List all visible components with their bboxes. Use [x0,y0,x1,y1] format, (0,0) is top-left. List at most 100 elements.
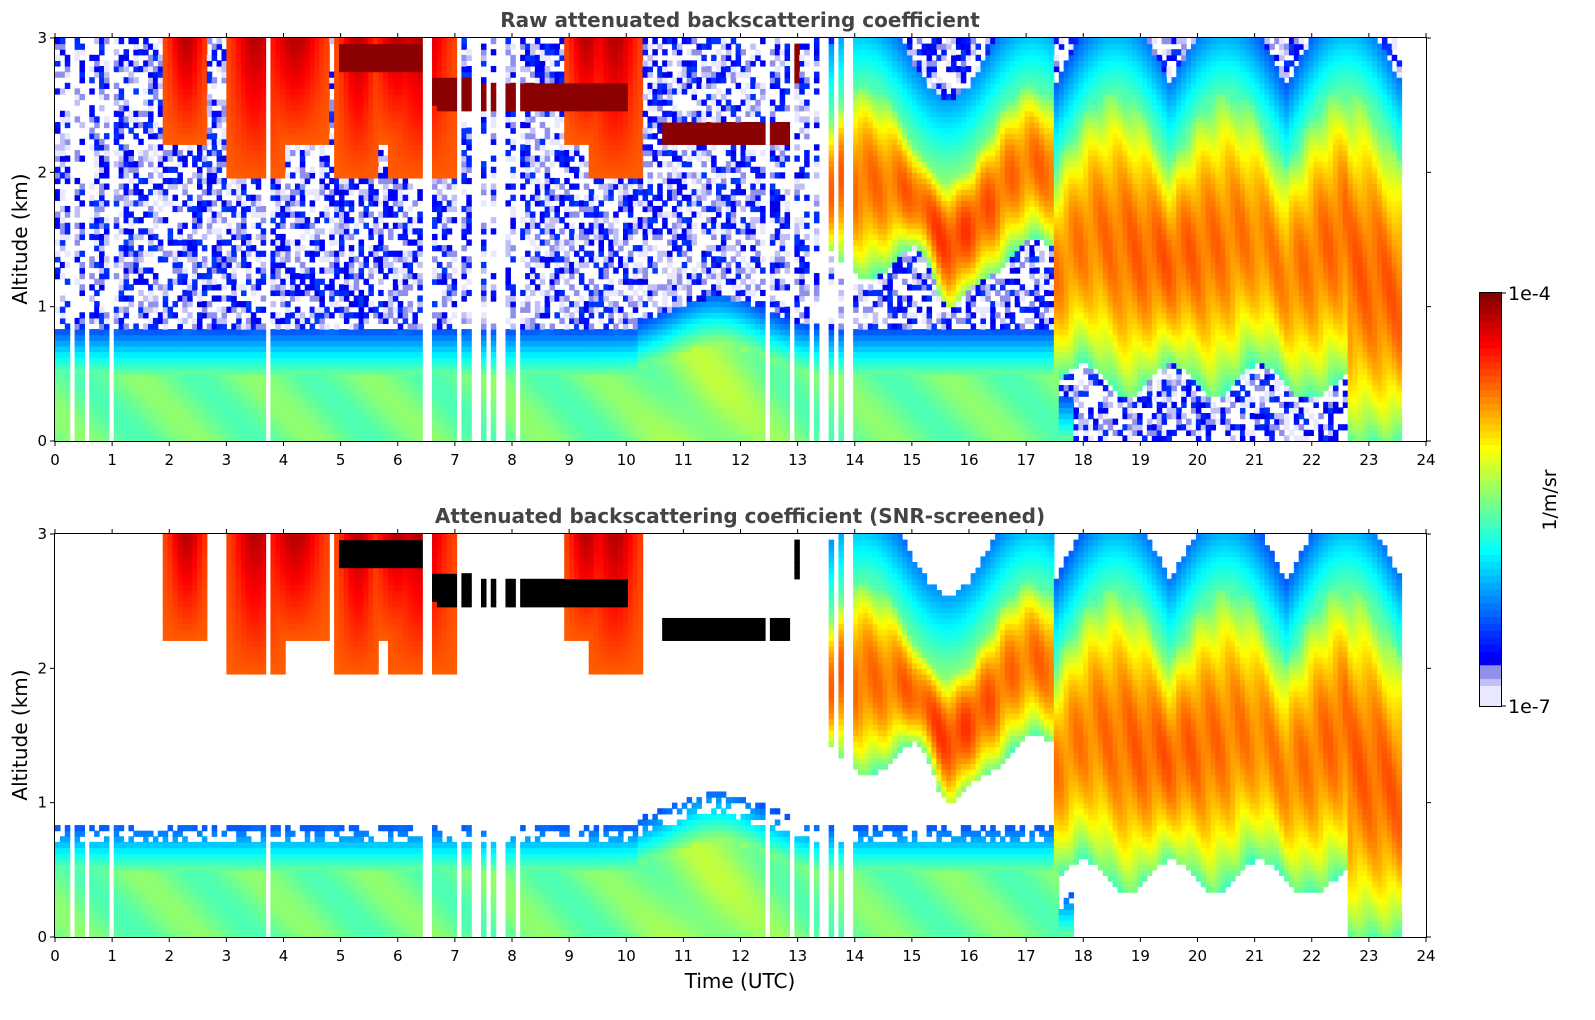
heatmap-cell [304,435,311,442]
heatmap-cell [324,418,330,425]
heatmap-cell [319,60,325,67]
heatmap-cell [383,379,389,386]
heatmap-cell [172,413,179,420]
heatmap-cell [280,149,286,157]
heatmap-cell [79,424,85,431]
heatmap-cell [319,368,325,375]
heatmap-cell [436,407,443,414]
heatmap-cell [157,189,164,196]
heatmap-cell [387,228,394,235]
heatmap-cell [79,228,85,235]
heatmap-cell [358,245,365,252]
heatmap-cell [216,211,223,218]
heatmap-cell [177,88,183,95]
heatmap-cell [378,38,384,45]
heatmap-cell [211,43,218,50]
heatmap-cell [510,166,516,173]
heatmap-cell [534,88,541,95]
heatmap-cell [172,429,179,437]
heatmap-cell [324,429,330,437]
heatmap-cell [299,155,306,162]
heatmap-cell [290,54,296,61]
heatmap-cell [304,396,311,403]
heatmap-cell [387,144,394,151]
heatmap-cell [99,284,105,291]
heatmap-cell [118,334,125,341]
heatmap-cell [534,233,541,241]
heatmap-cell [412,77,418,84]
heatmap-cell [539,312,546,319]
heatmap-cell [157,407,164,414]
heatmap-cell [187,418,193,425]
heatmap-cell [480,228,487,235]
heatmap-cell [255,233,262,241]
heatmap-cell [343,228,350,235]
heatmap-cell [392,149,399,157]
heatmap-cell [412,127,418,134]
heatmap-cell [353,413,360,420]
heatmap-cell [89,390,95,397]
heatmap-cell [358,144,365,151]
heatmap-cell [148,211,154,218]
heatmap-cell [113,295,120,302]
heatmap-cell [245,351,252,358]
heatmap-cell [319,65,325,73]
heatmap-cell [290,329,296,336]
heatmap-cell [167,351,174,358]
heatmap-cell [260,239,267,246]
heatmap-cell [378,93,384,101]
heatmap-cell [128,362,134,369]
heatmap-cell [187,295,193,302]
heatmap-cell [128,217,134,224]
heatmap-cell [353,362,360,369]
heatmap-cell [441,71,448,78]
heatmap-cell [118,261,125,269]
heatmap-cell [309,429,316,437]
heatmap-cell [113,189,120,196]
heatmap-cell [241,144,247,151]
heatmap-cell [304,177,311,185]
heatmap-cell [544,93,551,101]
heatmap-cell [275,183,281,190]
heatmap-cell [260,385,267,392]
heatmap-cell [383,407,389,414]
heatmap-cell [167,155,174,162]
heatmap-cell [441,105,448,112]
heatmap-cell [373,38,379,45]
heatmap-cell [187,357,193,364]
heatmap-cell [368,407,374,414]
heatmap-cell [549,99,556,106]
heatmap-cell [285,77,291,84]
heatmap-cell [480,435,487,442]
heatmap-cell [397,351,404,358]
heatmap-cell [143,401,149,409]
heatmap-cell [231,306,237,313]
heatmap-cell [373,133,379,140]
heatmap-cell [549,334,556,341]
heatmap-cell [197,172,203,179]
heatmap-cell [338,424,345,431]
heatmap-cell [309,250,316,257]
heatmap-cell [510,65,516,73]
heatmap-cell [192,357,198,364]
heatmap-cell [260,390,267,397]
heatmap-cell [152,149,159,157]
heatmap-cell [466,278,472,285]
heatmap-cell [118,245,125,252]
heatmap-cell [544,368,551,375]
heatmap-cell [192,54,198,61]
heatmap-cell [245,121,252,129]
heatmap-cell [299,222,306,229]
heatmap-cell [446,200,453,207]
heatmap-cell [123,261,130,269]
heatmap-cell [329,284,335,291]
heatmap-cell [143,424,149,431]
heatmap-cell [510,373,516,381]
heatmap-cell [55,71,61,78]
heatmap-cell [304,127,311,134]
heatmap-cell [177,233,183,241]
heatmap-cell [466,429,472,437]
heatmap-cell [534,362,541,369]
heatmap-cell [231,166,237,173]
heatmap-cell [94,390,100,397]
